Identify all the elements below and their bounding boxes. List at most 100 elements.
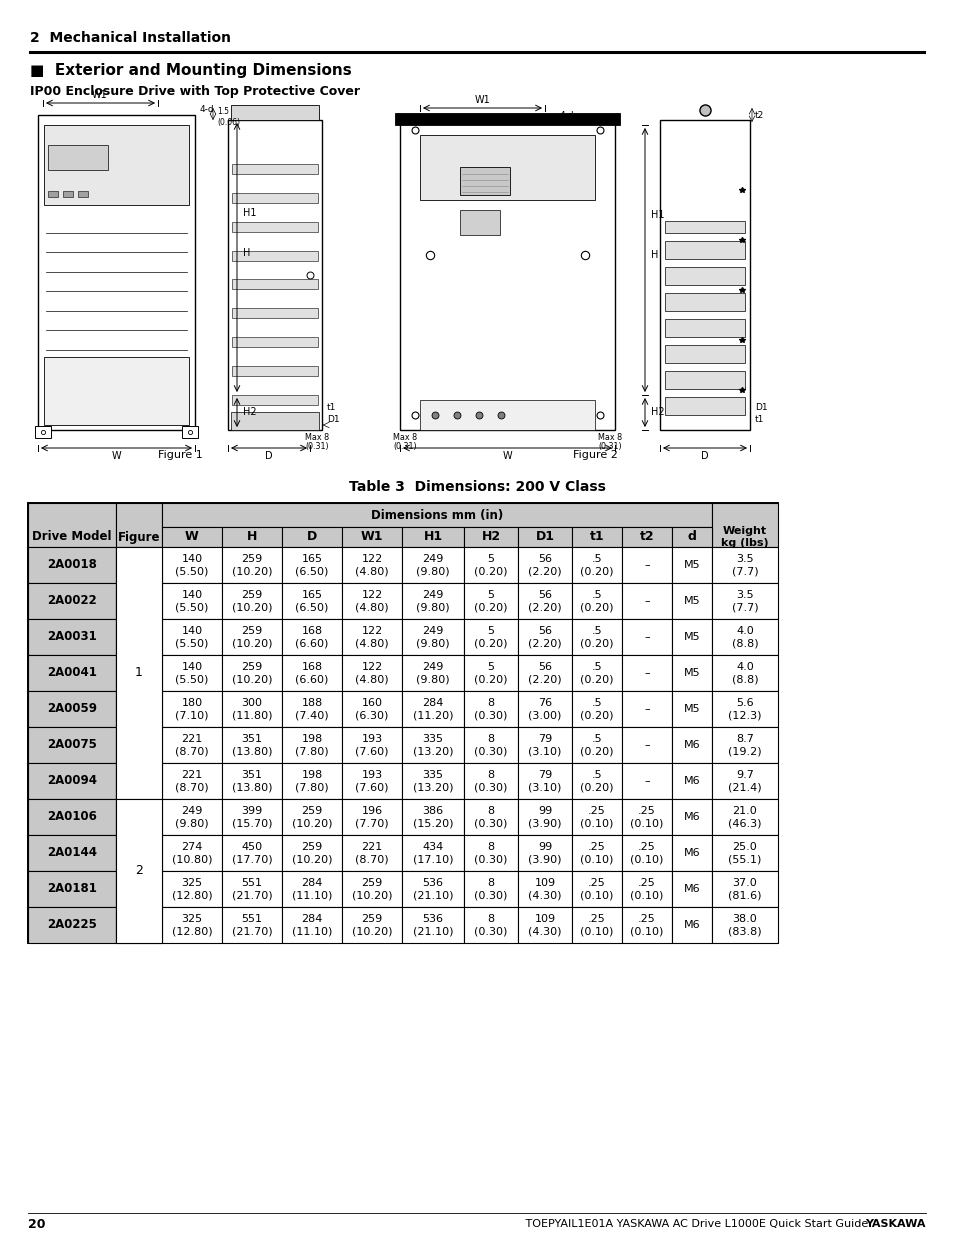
Bar — [222, 906, 282, 944]
Bar — [463, 763, 517, 799]
Text: 284
(11.10): 284 (11.10) — [292, 878, 332, 900]
Bar — [232, 309, 317, 319]
Bar — [44, 357, 189, 425]
Text: 122
(4.80): 122 (4.80) — [355, 553, 389, 577]
Text: 249
(9.80): 249 (9.80) — [416, 553, 450, 577]
Text: –: – — [643, 668, 649, 678]
Text: 259
(10.20): 259 (10.20) — [292, 805, 332, 829]
Bar — [28, 583, 116, 619]
Text: –: – — [643, 597, 649, 606]
Text: M6: M6 — [683, 848, 700, 858]
Text: 259
(10.20): 259 (10.20) — [352, 878, 392, 900]
Bar — [517, 619, 572, 655]
Bar — [671, 527, 711, 547]
Text: .25
(0.10): .25 (0.10) — [579, 878, 613, 900]
Text: H2: H2 — [481, 531, 500, 543]
Bar — [664, 241, 744, 259]
Text: 20: 20 — [28, 1218, 46, 1230]
Bar — [282, 906, 341, 944]
Text: 109
(4.30): 109 (4.30) — [528, 914, 561, 936]
Bar — [621, 619, 671, 655]
Bar — [341, 727, 401, 763]
Bar — [116, 547, 162, 583]
Text: 259
(10.20): 259 (10.20) — [232, 553, 272, 577]
Bar — [116, 835, 162, 871]
Bar — [28, 619, 116, 655]
Bar — [621, 727, 671, 763]
Bar — [116, 799, 162, 835]
Bar — [341, 763, 401, 799]
Bar — [63, 191, 73, 198]
Text: 140
(5.50): 140 (5.50) — [175, 626, 209, 648]
Bar — [711, 583, 778, 619]
Text: 56
(2.20): 56 (2.20) — [528, 662, 561, 684]
Text: 140
(5.50): 140 (5.50) — [175, 590, 209, 613]
Bar — [116, 763, 162, 799]
Text: t2: t2 — [639, 531, 654, 543]
Bar — [401, 763, 463, 799]
Text: –: – — [643, 559, 649, 571]
Text: 351
(13.80): 351 (13.80) — [232, 769, 272, 792]
Bar — [621, 763, 671, 799]
Bar — [711, 835, 778, 871]
Text: 4-d: 4-d — [200, 105, 214, 115]
Text: 38.0
(83.8): 38.0 (83.8) — [727, 914, 761, 936]
Text: M5: M5 — [683, 597, 700, 606]
Bar — [664, 396, 744, 415]
Bar — [671, 692, 711, 727]
Bar — [28, 799, 116, 835]
Bar — [28, 835, 116, 871]
Bar — [463, 906, 517, 944]
Text: 249
(9.80): 249 (9.80) — [416, 662, 450, 684]
Bar — [232, 395, 317, 405]
Bar — [162, 692, 222, 727]
Text: 9.7
(21.4): 9.7 (21.4) — [727, 769, 761, 792]
Text: D1: D1 — [754, 404, 767, 412]
Text: .25
(0.10): .25 (0.10) — [579, 842, 613, 864]
Text: M5: M5 — [683, 704, 700, 714]
Bar — [28, 503, 778, 944]
Bar — [282, 655, 341, 692]
Text: ■  Exterior and Mounting Dimensions: ■ Exterior and Mounting Dimensions — [30, 63, 352, 78]
Text: .5
(0.20): .5 (0.20) — [579, 626, 613, 648]
Bar — [671, 547, 711, 583]
Text: .5
(0.20): .5 (0.20) — [579, 698, 613, 720]
Bar — [572, 692, 621, 727]
Text: 168
(6.60): 168 (6.60) — [295, 662, 329, 684]
Text: 1.5
(0.06): 1.5 (0.06) — [216, 107, 240, 127]
Bar — [282, 835, 341, 871]
Text: 193
(7.60): 193 (7.60) — [355, 734, 388, 756]
Text: 198
(7.80): 198 (7.80) — [294, 734, 329, 756]
Text: 56
(2.20): 56 (2.20) — [528, 626, 561, 648]
Bar — [401, 619, 463, 655]
Text: 180
(7.10): 180 (7.10) — [175, 698, 209, 720]
Text: W: W — [502, 451, 512, 461]
Text: 8
(0.30): 8 (0.30) — [474, 842, 507, 864]
Bar — [671, 906, 711, 944]
Bar — [664, 345, 744, 363]
Bar — [671, 655, 711, 692]
Text: .5
(0.20): .5 (0.20) — [579, 590, 613, 613]
Bar — [517, 763, 572, 799]
Bar — [572, 547, 621, 583]
Text: 284
(11.10): 284 (11.10) — [292, 914, 332, 936]
Text: 386
(15.20): 386 (15.20) — [413, 805, 453, 829]
Bar — [232, 193, 317, 203]
Bar — [222, 692, 282, 727]
Bar — [711, 871, 778, 906]
Bar — [162, 763, 222, 799]
Bar — [162, 906, 222, 944]
Bar — [517, 871, 572, 906]
Bar — [517, 692, 572, 727]
Bar — [664, 319, 744, 337]
Text: M5: M5 — [683, 632, 700, 642]
Bar — [401, 799, 463, 835]
Text: 165
(6.50): 165 (6.50) — [295, 553, 329, 577]
Text: 122
(4.80): 122 (4.80) — [355, 590, 389, 613]
Bar — [116, 906, 162, 944]
Text: 221
(8.70): 221 (8.70) — [355, 842, 389, 864]
Bar — [517, 527, 572, 547]
Bar — [341, 692, 401, 727]
Bar — [621, 871, 671, 906]
Text: (0.31): (0.31) — [393, 442, 416, 452]
